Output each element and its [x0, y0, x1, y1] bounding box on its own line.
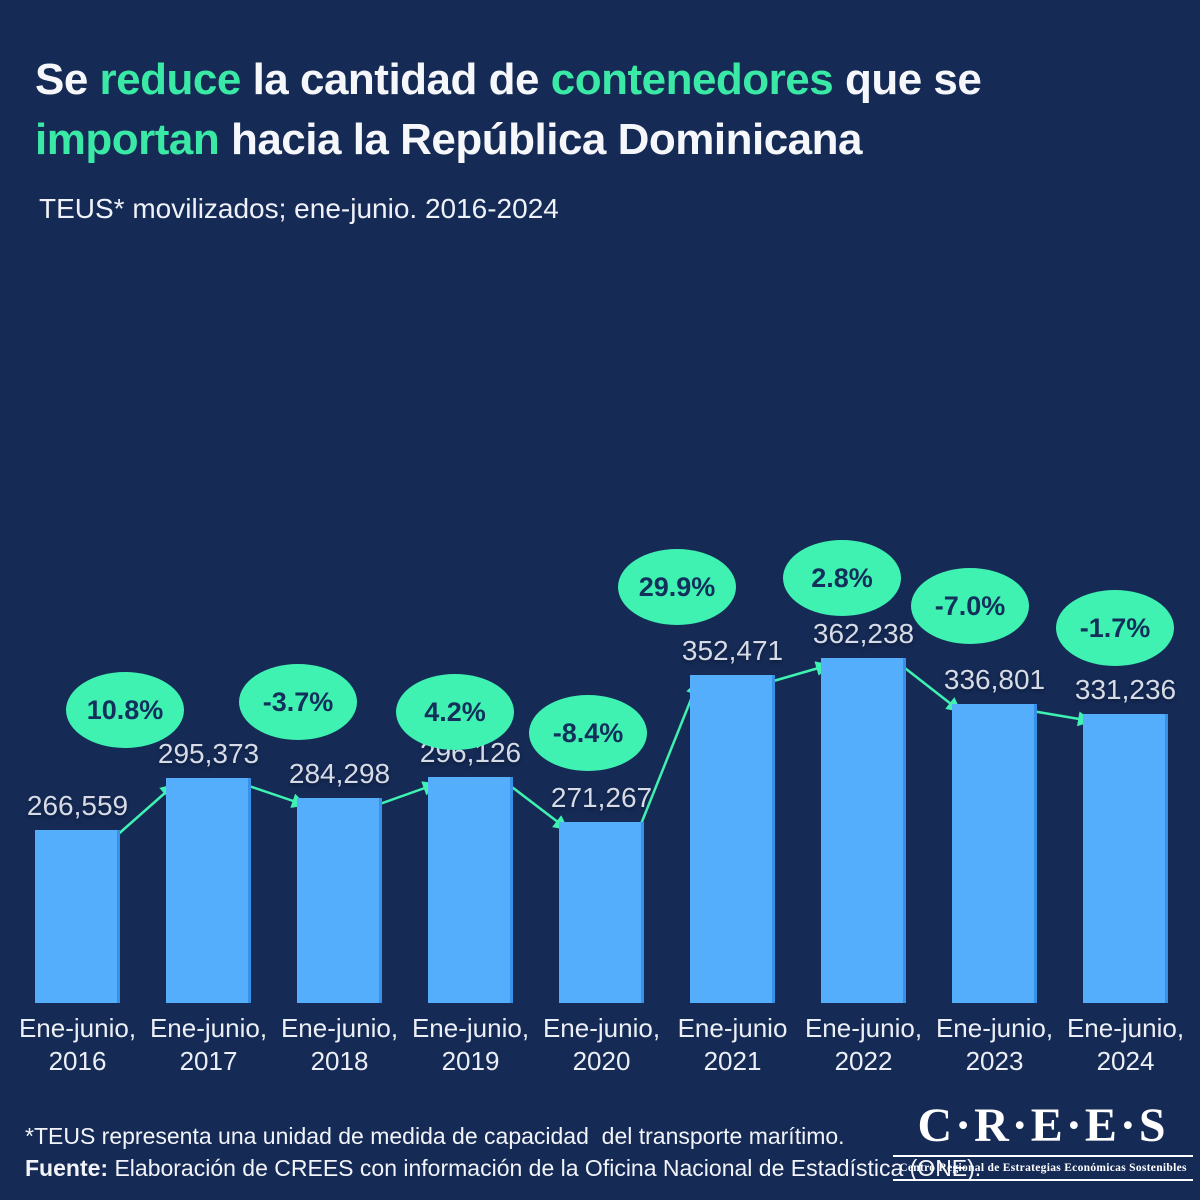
x-axis-label-2022: Ene-junio, 2022 [804, 1013, 923, 1076]
page-title: Se reduce la cantidad de contenedores qu… [35, 50, 1110, 170]
pct-change-bubble-5: 29.9% [618, 549, 736, 625]
x-axis-label-2020: Ene-junio, 2020 [542, 1013, 661, 1076]
bar-2017 [166, 778, 251, 1003]
value-label-2020: 271,267 [550, 782, 653, 813]
title-text: la cantidad de [240, 55, 551, 104]
source-text: Elaboración de CREES con información de … [108, 1155, 982, 1181]
pct-change-bubble-6: 2.8% [783, 540, 901, 616]
x-axis-label-2018: Ene-junio, 2018 [280, 1013, 399, 1076]
x-axis-label-2016: Ene-junio, 2016 [18, 1013, 137, 1076]
crees-logo: C·R·E·E·S Centro Regional de Estrategias… [893, 1098, 1193, 1184]
title-highlight: importan [35, 114, 220, 164]
footnote-teus: *TEUS representa una unidad de medida de… [25, 1123, 845, 1149]
footer: *TEUS representa una unidad de medida de… [25, 1120, 981, 1184]
bar-2024 [1083, 714, 1168, 1003]
bar-2016 [35, 830, 120, 1003]
title-text: que se [833, 55, 982, 104]
value-label-2021: 352,471 [681, 635, 784, 666]
x-axis-label-2017: Ene-junio, 2017 [149, 1013, 268, 1076]
title-highlight: contenedores [550, 55, 834, 104]
value-label-2016: 266,559 [26, 790, 129, 821]
source-line: Fuente: Elaboración de CREES con informa… [25, 1152, 981, 1184]
x-axis-label-2024: Ene-junio, 2024 [1066, 1013, 1185, 1076]
bar-2018 [297, 798, 382, 1003]
x-axis-label-2019: Ene-junio, 2019 [411, 1013, 530, 1076]
crees-wordmark: C·R·E·E·S [917, 1099, 1169, 1152]
x-axis-label-2021: Ene-junio 2021 [677, 1013, 788, 1076]
value-label-2018: 284,298 [288, 758, 391, 789]
bar-2022 [821, 658, 906, 1003]
logo-divider-bottom [893, 1179, 1193, 1182]
pct-change-bubble-2: -3.7% [239, 664, 357, 740]
bar-2023 [952, 704, 1037, 1003]
pct-change-bubble-7: -7.0% [911, 568, 1029, 644]
source-label: Fuente: [25, 1155, 109, 1181]
logo-divider-top [893, 1155, 1193, 1158]
title-text: hacia la República Dominicana [219, 114, 863, 164]
value-label-2022: 362,238 [812, 618, 915, 649]
pct-change-bubble-8: -1.7% [1056, 590, 1174, 666]
crees-tagline: Centro Regional de Estrategias Económica… [899, 1162, 1187, 1175]
chart-subtitle: TEUS* movilizados; ene-junio. 2016-2024 [39, 193, 559, 224]
pct-change-bubble-3: 4.2% [396, 674, 514, 750]
title-highlight: reduce [99, 55, 242, 104]
value-label-2023: 336,801 [943, 664, 1046, 695]
bar-2020 [559, 822, 644, 1003]
title-text: Se [35, 55, 100, 104]
pct-change-bubble-1: 10.8% [66, 672, 184, 748]
value-label-2024: 331,236 [1074, 674, 1177, 705]
pct-change-bubble-4: -8.4% [529, 695, 647, 771]
value-label-2017: 295,373 [157, 738, 260, 769]
bar-2021 [690, 675, 775, 1003]
bar-2019 [428, 777, 513, 1003]
x-axis-label-2023: Ene-junio, 2023 [935, 1013, 1054, 1076]
